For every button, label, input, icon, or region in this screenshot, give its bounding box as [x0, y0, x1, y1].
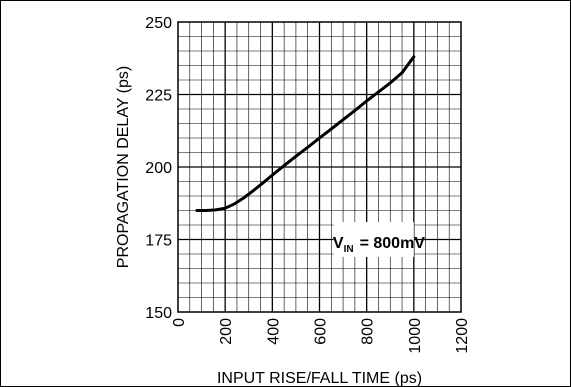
- series-layer: [195, 55, 416, 212]
- x-axis-label: INPUT RISE/FALL TIME (ps): [217, 370, 422, 387]
- x-tick-label: 1000: [407, 318, 424, 354]
- annotation-main: V: [333, 235, 344, 252]
- y-tick-labels: 150 175 200 225 250: [145, 15, 172, 322]
- x-tick-label: 600: [313, 318, 330, 345]
- x-tick-label: 800: [360, 318, 377, 345]
- annotation-box: VIN = 800mV: [333, 222, 425, 257]
- series-line: [195, 55, 416, 212]
- x-tick-label: 0: [171, 318, 188, 327]
- y-tick-label: 150: [145, 305, 172, 322]
- y-tick-label: 250: [145, 15, 172, 32]
- plot-area: [177, 21, 462, 313]
- y-tick-label: 175: [145, 233, 172, 250]
- annotation-label: VIN = 800mV: [333, 235, 425, 255]
- grid-major: [178, 22, 461, 312]
- annotation-value: = 800mV: [360, 235, 426, 252]
- annotation-background: [333, 222, 414, 257]
- x-tick-label: 200: [218, 318, 235, 345]
- y-axis-label: PROPAGATION DELAY (ps): [115, 66, 132, 268]
- annotation-subscript: IN: [344, 244, 354, 255]
- x-tick-label: 400: [265, 318, 282, 345]
- y-tick-label: 225: [145, 88, 172, 105]
- y-tick-label: 200: [145, 160, 172, 177]
- x-tick-labels: 0 200 400 600 800 1000 1200: [171, 318, 471, 354]
- x-tick-label: 1200: [454, 318, 471, 354]
